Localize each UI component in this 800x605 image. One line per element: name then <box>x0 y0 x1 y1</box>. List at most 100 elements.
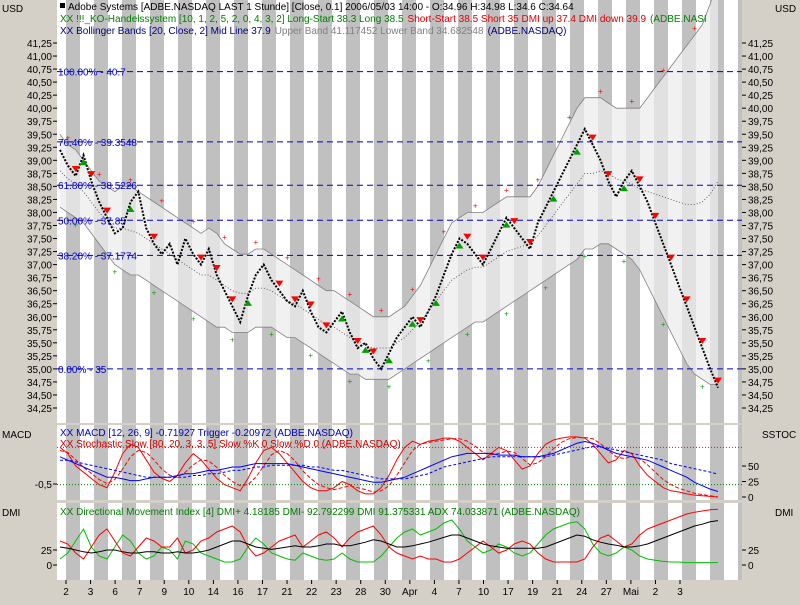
stop-cross-marker: + <box>543 283 548 292</box>
y-tick-label: 38,75 <box>748 169 773 180</box>
stop-cross-marker: + <box>465 330 470 339</box>
stop-cross-marker: + <box>112 268 117 277</box>
stop-cross-marker: + <box>152 288 157 297</box>
stop-cross-marker: + <box>128 175 133 184</box>
x-tick-label: 27 <box>601 587 613 598</box>
stop-cross-marker: + <box>661 66 666 75</box>
long-signal-marker <box>79 159 88 166</box>
short-signal-marker <box>510 218 519 225</box>
time-stripe <box>94 503 108 580</box>
time-stripe <box>150 425 164 500</box>
y-tick-label: 39,25 <box>27 143 52 154</box>
time-stripe <box>290 0 304 423</box>
short-signal-marker <box>322 322 331 329</box>
long-signal-marker <box>361 346 370 353</box>
dmi-y-tick-label: 0 <box>748 561 754 572</box>
macd-series <box>57 436 742 498</box>
time-stripe <box>318 425 332 500</box>
y-tick-label: 35,00 <box>27 365 52 376</box>
time-stripe <box>542 503 556 580</box>
x-tick-label: Mai <box>623 587 639 598</box>
stop-cross-marker: + <box>159 196 164 205</box>
y-tick-label: 36,75 <box>748 274 773 285</box>
y-tick-label: 37,50 <box>748 235 773 246</box>
time-stripe <box>262 0 276 423</box>
y-tick-label: 36,00 <box>27 313 52 324</box>
y-tick-label: 37,25 <box>748 248 773 259</box>
y-tick-label: 40,25 <box>748 91 773 102</box>
stop-cross-marker: + <box>504 309 509 318</box>
stop-cross-marker: + <box>387 382 392 391</box>
stop-cross-marker: + <box>316 274 321 283</box>
x-tick-label: 28 <box>355 587 367 598</box>
x-tick-label: 7 <box>456 587 462 598</box>
y-tick-label: 40,00 <box>748 104 773 115</box>
time-stripe <box>178 0 192 423</box>
stop-cross-marker: + <box>426 356 431 365</box>
short-signal-marker <box>714 377 722 384</box>
y-tick-label: 38,75 <box>27 169 52 180</box>
time-stripe <box>206 503 220 580</box>
time-stripe <box>262 503 276 580</box>
y-tick-label: 41,00 <box>27 52 52 63</box>
time-stripe <box>290 503 304 580</box>
short-signal-marker <box>197 254 205 261</box>
stop-cross-marker: + <box>622 257 627 266</box>
x-tick-label: 23 <box>331 587 343 598</box>
y-tick-label: 41,25 <box>748 39 773 50</box>
header-title: Adobe Systems [ADBE.NASDAQ LAST 1 Stunde… <box>68 2 574 13</box>
stop-cross-marker: + <box>73 221 78 230</box>
long-signal-marker <box>408 320 417 327</box>
stop-cross-marker: + <box>582 252 587 261</box>
time-stripe <box>654 425 668 500</box>
macd-legend: XX MACD [12, 26, 9] -0.71927 Trigger -0.… <box>60 428 353 439</box>
y-tick-label: 39,00 <box>748 156 773 167</box>
x-tick-label: 3 <box>677 587 683 598</box>
time-stripe <box>486 425 500 500</box>
adx-line <box>59 520 719 554</box>
y-tick-label: 37,75 <box>748 222 773 233</box>
long-signal-marker <box>126 206 135 213</box>
y-unit-right: USD <box>775 4 796 15</box>
y-tick-label: 34,50 <box>27 391 52 402</box>
y-tick-label: 38,50 <box>27 182 52 193</box>
dmi-y-tick-label: 25 <box>748 546 760 557</box>
time-stripe <box>402 503 416 580</box>
y-tick-label: 36,50 <box>27 287 52 298</box>
time-stripe <box>682 425 696 500</box>
time-stripe <box>654 503 668 580</box>
stoch-k-line <box>59 436 719 498</box>
y-tick-label: 39,75 <box>748 117 773 128</box>
stop-cross-marker: + <box>629 97 634 106</box>
time-stripe <box>374 503 388 580</box>
short-signal-marker <box>212 265 221 272</box>
stoch-y-tick-label: 25 <box>748 478 760 489</box>
short-signal-marker <box>588 134 597 141</box>
x-tick-label: 19 <box>527 587 539 598</box>
y-tick-label: 36,25 <box>27 300 52 311</box>
x-axis-ticks: 2 3 6 7 9 10 14 16 17 21 22 23 28 30 Apr 4 7 10 17 19 21 24 27… <box>63 580 683 598</box>
stoch-label: SSTOC <box>762 430 796 441</box>
stoch-d-line <box>59 437 719 498</box>
y-tick-label: 38,25 <box>27 195 52 206</box>
y-tick-label: 34,25 <box>27 404 52 415</box>
stop-cross-marker: + <box>97 170 102 179</box>
stop-cross-marker: + <box>347 377 352 386</box>
y-tick-label: 41,00 <box>748 52 773 63</box>
stop-cross-marker: + <box>222 233 227 242</box>
x-tick-label: 3 <box>88 587 94 598</box>
fib-level-label: 50.00% - 37.85 <box>58 216 126 227</box>
y-tick-label: 38,50 <box>748 182 773 193</box>
dmi-label-left: DMI <box>2 508 20 519</box>
long-signal-marker <box>455 242 464 249</box>
x-tick-label: 14 <box>208 587 220 598</box>
short-signal-marker <box>369 348 378 355</box>
y-tick-label: 40,50 <box>27 78 52 89</box>
short-signal-marker <box>71 165 80 172</box>
long-signal-marker <box>432 299 440 306</box>
time-stripe <box>206 425 220 500</box>
bollinger-mid-line <box>59 170 719 349</box>
y-tick-label: 38,25 <box>748 195 773 206</box>
y-tick-label: 40,75 <box>27 65 52 76</box>
